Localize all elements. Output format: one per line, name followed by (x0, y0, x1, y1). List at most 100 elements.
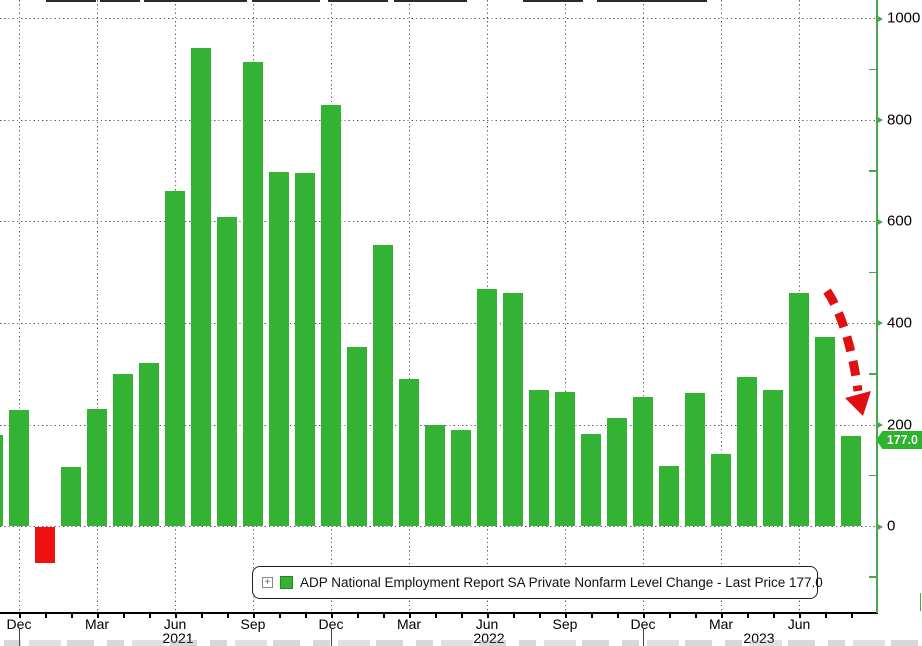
x-axis-month-tick (227, 613, 229, 618)
x-axis-month-tick (513, 613, 515, 618)
x-axis-quarter-label: Mar (84, 616, 110, 632)
x-axis-quarter-label: Dec (630, 616, 656, 632)
x-axis-month-tick (19, 613, 21, 618)
x-axis-quarter-label: Dec (318, 616, 344, 632)
x-axis-month-tick (409, 613, 411, 618)
y-axis-minor-tick (869, 474, 876, 477)
cropped-title-text-remnant (328, 0, 388, 2)
x-axis-month-tick (253, 613, 255, 618)
bar-jun-2022 (477, 288, 497, 526)
x-axis-month-tick (695, 613, 697, 618)
y-axis-minor-tick (869, 576, 876, 578)
y-axis-tick-label: 0 (887, 517, 896, 535)
vertical-gridline (19, 0, 20, 612)
x-axis-month-tick (45, 613, 47, 618)
x-axis-quarter-label: Jun (787, 616, 811, 632)
y-axis-tick-label: 1000 (887, 9, 921, 27)
x-axis-month-tick (747, 613, 749, 618)
x-axis-quarter-label: Jun (475, 616, 499, 632)
x-axis-month-tick (357, 613, 359, 618)
x-axis-year-divider (331, 629, 332, 646)
x-axis-quarter-label: Dec (6, 616, 32, 632)
cropped-title-text-remnant (523, 0, 583, 2)
y-axis-tick-label: 200 (887, 416, 913, 433)
y-axis-line (876, 0, 878, 613)
x-axis-month-tick (123, 613, 125, 618)
bar-sep-2021 (243, 61, 263, 526)
bar-jul-2023 (815, 337, 835, 526)
y-axis-arrow-marker (876, 14, 883, 23)
bar-aug-2022 (529, 389, 549, 526)
bar-jun-2021 (165, 190, 185, 526)
bar-may-2021 (139, 363, 159, 526)
pane-border-fragment (919, 593, 921, 611)
x-axis-month-tick (851, 613, 853, 618)
horizontal-gridline (0, 322, 877, 324)
y-axis-minor-tick (869, 373, 876, 375)
horizontal-gridline (0, 526, 877, 527)
cropped-title-text-remnant (144, 0, 247, 2)
y-axis-arrow-marker (876, 421, 883, 429)
bar-dec-2021 (321, 105, 341, 526)
last-price-badge: 177.0 (876, 431, 922, 449)
vertical-gridline (97, 0, 98, 612)
bar-jun-2023 (789, 293, 809, 526)
bar-jul-2021 (191, 48, 211, 526)
bar-dec-2020 (9, 410, 29, 526)
bar-nov-2020 (0, 434, 3, 526)
bar-jan-2021 (35, 527, 55, 563)
horizontal-gridline (0, 119, 877, 121)
x-axis-month-tick (305, 613, 307, 618)
bar-mar-2021 (87, 409, 107, 526)
bar-apr-2022 (425, 425, 445, 526)
x-axis-month-tick (279, 613, 281, 618)
x-axis-month-tick (97, 613, 99, 618)
cropped-title-text-remnant (394, 0, 467, 2)
x-axis-month-tick (643, 613, 645, 618)
legend-expand-icon[interactable]: + (262, 577, 273, 588)
y-axis-tick-label: 600 (887, 212, 913, 230)
bar-dec-2022 (633, 397, 653, 526)
x-axis-line (0, 612, 878, 614)
cropped-title-text-remnant (100, 0, 140, 2)
x-axis-year-label: 2023 (743, 630, 775, 646)
x-axis-month-tick (383, 613, 385, 618)
x-axis-month-tick (71, 613, 73, 618)
y-axis-minor-tick (869, 170, 876, 172)
x-axis-month-tick (591, 613, 593, 618)
horizontal-gridline (0, 18, 877, 20)
legend-series-label: ADP National Employment Report SA Privat… (300, 575, 823, 590)
y-axis-minor-tick (869, 68, 876, 71)
x-axis-month-tick (773, 613, 775, 618)
horizontal-gridline (0, 221, 877, 223)
cropped-title-text-remnant (46, 0, 96, 2)
x-axis-month-tick (799, 613, 801, 618)
bar-aug-2021 (217, 217, 237, 526)
cropped-title-text-remnant (597, 0, 707, 2)
legend[interactable]: + ADP National Employment Report SA Priv… (252, 566, 823, 599)
x-axis-month-tick (461, 613, 463, 618)
bar-oct-2022 (581, 434, 601, 526)
bar-oct-2021 (269, 171, 289, 526)
x-axis-year-label: 2021 (162, 630, 194, 646)
x-axis-year-divider (19, 629, 20, 646)
bar-apr-2023 (737, 377, 757, 526)
bar-may-2022 (451, 430, 471, 526)
bar-feb-2022 (373, 245, 393, 526)
bar-aug-2023 (841, 436, 861, 526)
bar-nov-2022 (607, 417, 627, 526)
bar-feb-2021 (61, 467, 81, 526)
last-price-value: 177.0 (886, 433, 918, 447)
bar-apr-2021 (113, 373, 133, 526)
x-axis-quarter-label: Sep (240, 616, 266, 632)
x-axis-quarter-label: Mar (396, 616, 422, 632)
y-axis-minor-tick (869, 271, 876, 274)
x-axis-quarter-label: Mar (708, 616, 734, 632)
x-axis-month-tick (149, 613, 151, 618)
y-axis-arrow-marker (876, 116, 883, 125)
bar-mar-2023 (711, 453, 731, 526)
y-axis-tick-label: 400 (887, 314, 913, 332)
bar-jan-2023 (659, 466, 679, 526)
bar-jul-2022 (503, 293, 523, 526)
